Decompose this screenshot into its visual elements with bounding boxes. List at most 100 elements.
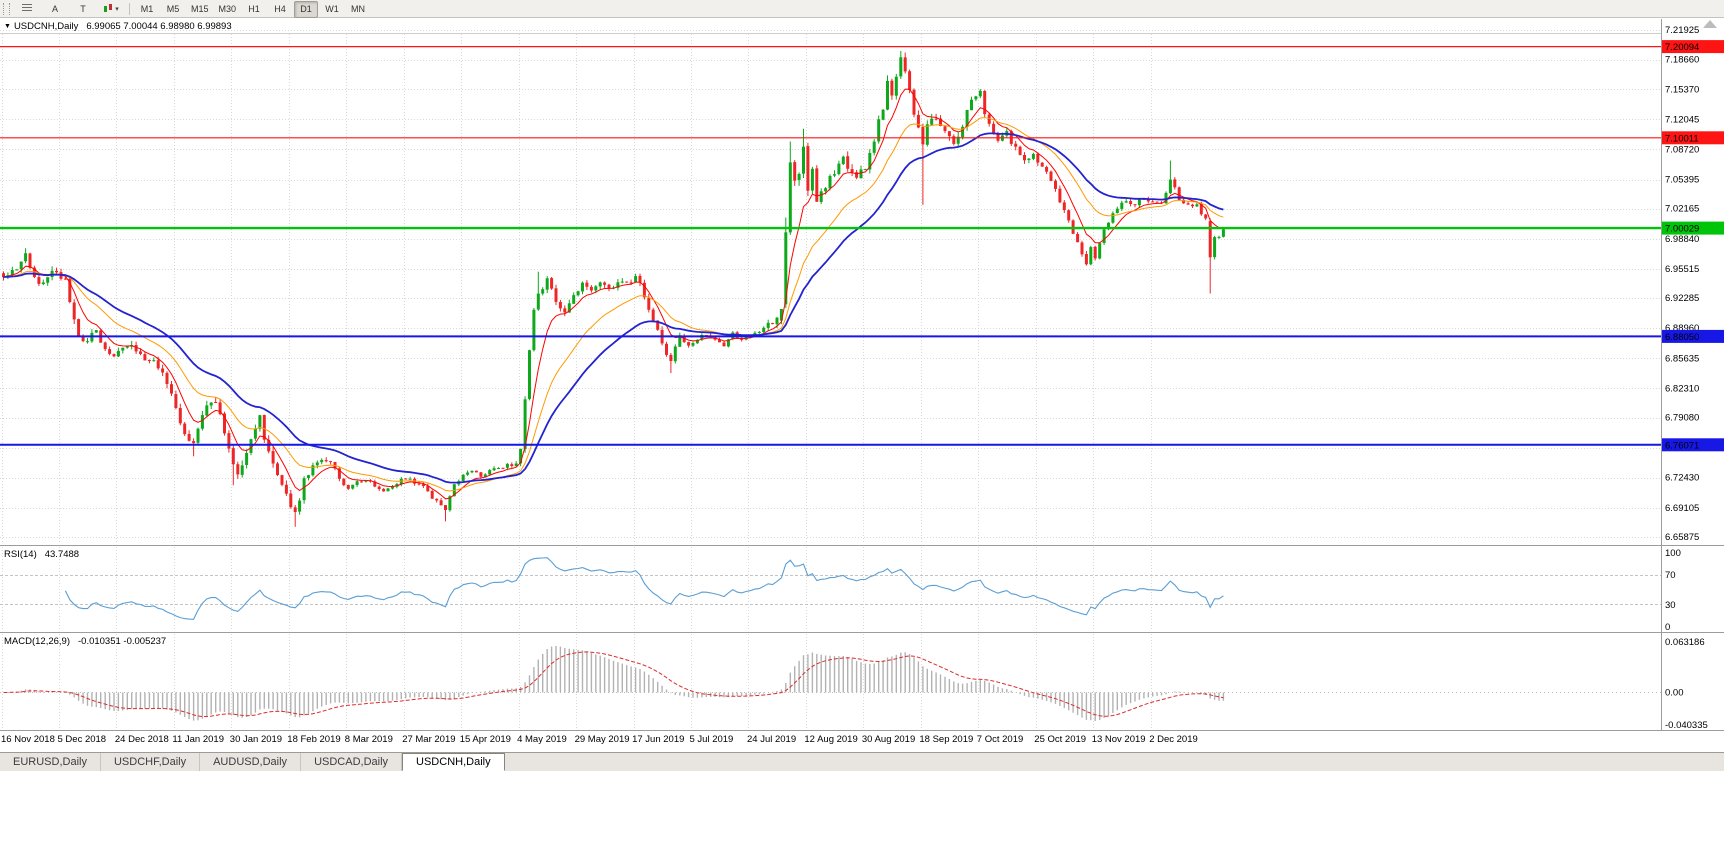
time-axis[interactable]: 16 Nov 2018 5 Dec 2018 24 Dec 2018 11 Jan 2…: [1, 734, 1198, 745]
chart-lines-icon: [22, 4, 32, 13]
svg-text:17 Jun 2019: 17 Jun 2019: [632, 734, 684, 745]
timeframe-button-m5[interactable]: M5: [166, 4, 180, 15]
svg-text:8 Mar 2019: 8 Mar 2019: [345, 734, 393, 745]
ma-mid-line: [3, 117, 1224, 492]
macd-histogram: [7, 646, 1225, 721]
chart-tab-usdcad[interactable]: USDCAD,Daily: [301, 753, 403, 771]
svg-text:6.88050: 6.88050: [1665, 332, 1699, 343]
svg-text:30: 30: [1665, 600, 1676, 611]
timeframe-group: M1 M5 M15 M30 H1 H4 D1 W1 MN: [134, 0, 371, 18]
svg-text:5 Jul 2019: 5 Jul 2019: [690, 734, 734, 745]
rsi-line: [64, 557, 1224, 620]
chart-tab-usdchf[interactable]: USDCHF,Daily: [101, 753, 201, 771]
svg-text:15 Apr 2019: 15 Apr 2019: [460, 734, 511, 745]
macd-axis[interactable]: 0.063186 0.00 -0.040335: [1665, 637, 1708, 731]
scroll-marker-icon[interactable]: [1703, 20, 1717, 28]
candles-group: [2, 51, 1225, 527]
timeframe-button-w1[interactable]: W1: [325, 4, 339, 15]
svg-text:70: 70: [1665, 570, 1676, 581]
svg-text:6.82310: 6.82310: [1665, 383, 1699, 394]
rsi-axis[interactable]: 100 70 30 0: [1665, 548, 1681, 633]
toolbar-grip[interactable]: [3, 2, 10, 15]
chart-tab-eurusd[interactable]: EURUSD,Daily: [0, 753, 101, 771]
panel-separators[interactable]: [0, 19, 1724, 731]
svg-text:7.18660: 7.18660: [1665, 55, 1699, 66]
candlestick-icon: [103, 3, 113, 14]
chart-ohlc-values: 6.99065 7.00044 6.98980 6.99893: [86, 21, 232, 32]
chart-tabs: EURUSD,Daily USDCHF,Daily AUDUSD,Daily USDC…: [0, 753, 505, 771]
cursor-tool-button[interactable]: A: [51, 3, 58, 14]
svg-text:2 Dec 2019: 2 Dec 2019: [1149, 734, 1198, 745]
timeframe-button-m30[interactable]: M30: [218, 4, 237, 15]
timeframe-button-h4[interactable]: H4: [274, 4, 286, 15]
rsi-header: RSI(14) 43.7488: [4, 549, 79, 560]
svg-text:7 Oct 2019: 7 Oct 2019: [977, 734, 1023, 745]
symbol-dropdown-icon[interactable]: ▼: [4, 23, 11, 30]
svg-text:7.00029: 7.00029: [1665, 224, 1699, 235]
svg-text:16 Nov 2018: 16 Nov 2018: [1, 734, 55, 745]
svg-text:18 Feb 2019: 18 Feb 2019: [287, 734, 340, 745]
svg-text:29 May 2019: 29 May 2019: [575, 734, 630, 745]
macd-values: -0.010351 -0.005237: [78, 636, 167, 647]
chart-tab-bar: EURUSD,Daily USDCHF,Daily AUDUSD,Daily USDC…: [0, 752, 1724, 771]
svg-text:-0.040335: -0.040335: [1665, 720, 1708, 731]
indicator-list-icon[interactable]: [14, 0, 40, 17]
svg-text:6.72430: 6.72430: [1665, 473, 1699, 484]
svg-text:100: 100: [1665, 548, 1681, 559]
text-tool-button[interactable]: T: [80, 3, 86, 14]
svg-text:7.15370: 7.15370: [1665, 84, 1699, 95]
svg-text:18 Sep 2019: 18 Sep 2019: [919, 734, 973, 745]
rsi-level-lines: [0, 575, 1661, 605]
grid-lines: [0, 30, 1661, 729]
svg-text:6.65875: 6.65875: [1665, 532, 1699, 543]
svg-text:30 Jan 2019: 30 Jan 2019: [230, 734, 282, 745]
svg-text:7.21925: 7.21925: [1665, 25, 1699, 36]
timeframe-button-m15[interactable]: M15: [191, 4, 209, 15]
chevron-down-icon: ▾: [115, 5, 119, 13]
svg-text:0.00: 0.00: [1665, 688, 1684, 699]
svg-text:7.20094: 7.20094: [1665, 42, 1699, 53]
timeframe-button-d1[interactable]: D1: [294, 0, 319, 18]
horizontal-level-lines[interactable]: [0, 45, 1724, 446]
timeframe-button-mn[interactable]: MN: [351, 4, 366, 15]
macd-signal-line: [3, 651, 1224, 718]
svg-text:6.85635: 6.85635: [1665, 353, 1699, 364]
svg-text:7.12045: 7.12045: [1665, 114, 1699, 125]
price-level-box: [1662, 438, 1724, 452]
rsi-indicator-label: RSI(14): [4, 549, 37, 560]
chart-tab-audusd[interactable]: AUDUSD,Daily: [200, 753, 302, 771]
svg-text:6.76071: 6.76071: [1665, 440, 1699, 451]
svg-text:24 Dec 2018: 24 Dec 2018: [115, 734, 169, 745]
price-level-box: [1662, 40, 1724, 54]
chart-tab-usdcnh[interactable]: USDCNH,Daily: [402, 753, 505, 771]
timeframe-button-h1[interactable]: H1: [248, 4, 260, 15]
svg-text:4 May 2019: 4 May 2019: [517, 734, 567, 745]
price-level-box: [1662, 329, 1724, 343]
ma-fast-line: [3, 88, 1224, 500]
svg-text:6.79080: 6.79080: [1665, 413, 1699, 424]
svg-text:27 Mar 2019: 27 Mar 2019: [402, 734, 455, 745]
svg-text:7.02165: 7.02165: [1665, 204, 1699, 215]
svg-text:6.92285: 6.92285: [1665, 293, 1699, 304]
toolbar-separator: [129, 2, 130, 15]
macd-header: MACD(12,26,9) -0.010351 -0.005237: [4, 636, 166, 647]
price-axis[interactable]: 7.21925 7.18660 7.15370 7.12045 7.08720 7.053…: [1662, 25, 1724, 543]
svg-text:30 Aug 2019: 30 Aug 2019: [862, 734, 915, 745]
price-level-box: [1662, 221, 1724, 235]
price-level-box: [1662, 131, 1724, 145]
svg-text:6.95515: 6.95515: [1665, 264, 1699, 275]
svg-text:25 Oct 2019: 25 Oct 2019: [1034, 734, 1086, 745]
svg-text:6.69105: 6.69105: [1665, 503, 1699, 514]
svg-text:7.10011: 7.10011: [1665, 133, 1699, 144]
svg-text:6.98840: 6.98840: [1665, 234, 1699, 245]
macd-indicator-label: MACD(12,26,9): [4, 636, 70, 647]
svg-text:0: 0: [1665, 622, 1670, 633]
chart-toolbar: A T ▾ M1 M5 M15 M30 H1 H4 D1 W1 MN: [0, 0, 1724, 18]
svg-text:6.88960: 6.88960: [1665, 323, 1699, 334]
chart-canvas[interactable]: 7.21925 7.18660 7.15370 7.12045 7.08720 7.053…: [0, 0, 1724, 752]
svg-text:11 Jan 2019: 11 Jan 2019: [172, 734, 224, 745]
svg-text:12 Aug 2019: 12 Aug 2019: [804, 734, 857, 745]
timeframe-button-m1[interactable]: M1: [140, 4, 154, 15]
chart-type-candles-button[interactable]: ▾: [98, 0, 124, 17]
